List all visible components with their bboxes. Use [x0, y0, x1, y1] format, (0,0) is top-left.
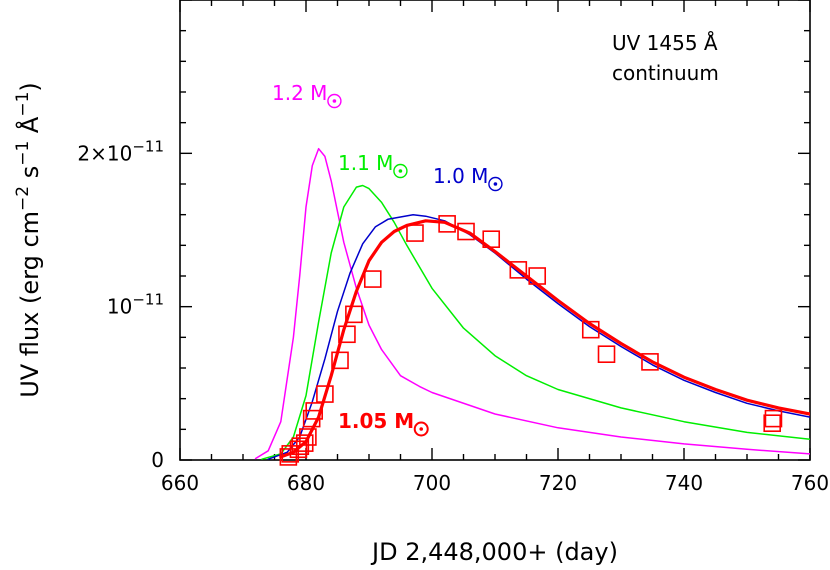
- x-tick-label: 700: [413, 471, 451, 495]
- obs-point: [764, 409, 783, 428]
- x-tick-labels: 660 680 700 720 740 760: [161, 471, 829, 495]
- mass-label-text: 1.05 M: [338, 409, 414, 433]
- obs-point: [482, 230, 501, 248]
- sun-symbol-icon: [413, 421, 429, 437]
- curve-1-2: [254, 147, 810, 460]
- obs-point: [289, 440, 308, 459]
- obs-point: [295, 434, 314, 452]
- curve-1-1: [261, 184, 810, 460]
- mass-label-text: 1.0 M: [433, 164, 488, 188]
- obs-point: [406, 224, 424, 242]
- model-curves: [254, 147, 810, 460]
- x-tick-label: 760: [791, 471, 829, 495]
- sun-symbol-dot: [398, 169, 403, 173]
- obs-point: [299, 428, 317, 446]
- obs-point: [363, 270, 382, 288]
- x-tick-label: 740: [665, 471, 703, 495]
- mass-label-1-05: 1.05 M: [338, 409, 429, 437]
- obs-point: [528, 267, 547, 285]
- y-tick-label: 10−11: [107, 291, 164, 319]
- obs-point: [581, 320, 600, 339]
- obs-point: [316, 385, 334, 403]
- obs-point: [345, 305, 363, 324]
- sun-symbol-icon: [488, 176, 503, 192]
- obs-point: [641, 353, 659, 371]
- mass-labels: 1.2 M 1.1 M 1.0 M 1.05 M: [272, 81, 503, 437]
- x-axis-title: JD 2,448,000+ (day): [370, 538, 618, 566]
- curve-1-05: [279, 219, 810, 459]
- y-tick-label: 0: [151, 448, 164, 472]
- sun-symbol-dot: [419, 427, 424, 431]
- mass-label-1-1: 1.1 M: [338, 151, 408, 179]
- y-tick-label: 2×10−11: [77, 137, 164, 165]
- y-axis-title: UV flux (erg cm−2 s−1 Å−1): [13, 82, 44, 398]
- y-tick-labels: 0 10−11 2×10−11: [77, 137, 164, 472]
- obs-point: [763, 414, 782, 433]
- mass-label-text: 1.2 M: [272, 81, 327, 105]
- obs-point: [597, 345, 616, 364]
- obs-point: [457, 222, 475, 241]
- x-tick-label: 680: [287, 471, 325, 495]
- sun-symbol-dot: [332, 99, 337, 103]
- sun-symbol-dot: [493, 182, 498, 186]
- obs-point: [331, 351, 349, 370]
- annotation-line-1: UV 1455 Å: [612, 31, 718, 55]
- mass-label-text: 1.1 M: [338, 151, 393, 175]
- axis-ticks: [179, 0, 811, 461]
- mass-label-1-2: 1.2 M: [272, 81, 342, 109]
- obs-point: [305, 402, 323, 420]
- obs-point: [338, 325, 356, 344]
- annotation-line-2: continuum: [612, 61, 719, 85]
- obs-point: [509, 261, 528, 279]
- observation-markers: [279, 215, 783, 466]
- obs-point: [438, 215, 456, 233]
- mass-label-1-0: 1.0 M: [433, 164, 503, 192]
- sun-symbol-icon: [393, 163, 408, 179]
- x-tick-label: 720: [539, 471, 577, 495]
- x-tick-label: 660: [161, 471, 199, 495]
- sun-symbol-icon: [327, 93, 342, 109]
